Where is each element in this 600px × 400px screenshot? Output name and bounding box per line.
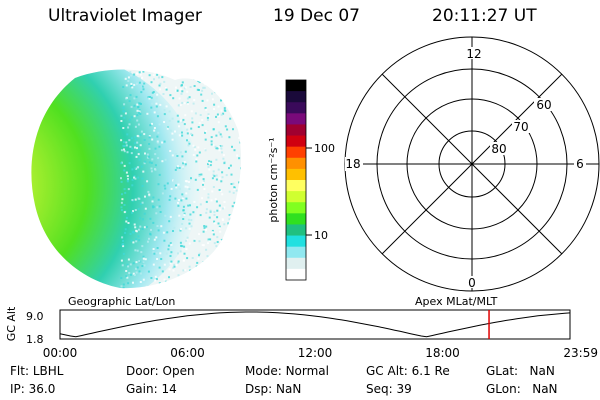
mlt-label-6: 6 <box>576 157 584 171</box>
lat-label-80: 80 <box>491 142 506 156</box>
polar-grid <box>344 36 600 292</box>
x-tick-label: 06:00 <box>170 346 205 360</box>
x-tick-label: 18:00 <box>425 346 460 360</box>
header-time: 20:11:27 UT <box>432 6 537 26</box>
info-dsp: Dsp: NaN <box>245 382 302 396</box>
mlt-label-0: 0 <box>468 276 476 290</box>
colorbar-segment <box>286 113 306 125</box>
colorbar-segment <box>286 146 306 159</box>
info-flt: Flt: LBHL <box>10 364 64 378</box>
colorbar-tick: 100 <box>314 142 335 155</box>
info-gain: Gain: 14 <box>126 382 177 396</box>
colorbar-segment <box>286 80 306 92</box>
colorbar-segment <box>286 157 306 170</box>
polar-labels: 12 18 6 0 60 70 80 <box>345 47 586 290</box>
colorbar-segment <box>286 202 306 214</box>
x-tick-label: 00:00 <box>43 346 78 360</box>
y-axis-label: GC Alt <box>5 306 18 341</box>
lat-label-70: 70 <box>513 120 528 134</box>
colorbar-segment <box>286 257 306 270</box>
timeline-left-title: Geographic Lat/Lon <box>68 295 175 308</box>
colorbar-segment <box>286 91 306 103</box>
header-date: 19 Dec 07 <box>273 6 360 26</box>
timeline-right-title: Apex MLat/MLT <box>415 295 498 308</box>
colorbar-segment <box>286 124 306 137</box>
colorbar-segment <box>286 213 306 225</box>
colorbar-segment <box>286 168 306 181</box>
info-glat: GLat: NaN <box>486 364 555 378</box>
x-tick-label: 23:59 <box>563 346 598 360</box>
info-ip: IP: 36.0 <box>10 382 56 396</box>
lat-label-60: 60 <box>536 98 551 112</box>
colorbar-segment <box>286 224 306 237</box>
aurora-image <box>31 69 242 289</box>
colorbar-segment <box>286 191 306 203</box>
info-seq: Seq: 39 <box>366 382 412 396</box>
colorbar-segment <box>286 135 306 148</box>
y-tick-bottom: 1.8 <box>26 333 44 346</box>
colorbar-unit-label: photon cm⁻²s⁻¹ <box>267 137 280 222</box>
colorbar-tick: 10 <box>314 229 328 242</box>
colorbar-segment <box>286 180 306 192</box>
info-gc-alt: GC Alt: 6.1 Re <box>366 364 450 378</box>
info-door: Door: Open <box>126 364 195 378</box>
timeline-plot: Geographic Lat/Lon Apex MLat/MLT 9.0 1.8… <box>5 295 598 360</box>
info-glon: GLon: NaN <box>486 382 558 396</box>
colorbar-segment <box>286 235 306 248</box>
app-title: Ultraviolet Imager <box>48 6 202 26</box>
y-tick-top: 9.0 <box>26 310 44 323</box>
colorbar-segment <box>286 102 306 114</box>
x-tick-label: 12:00 <box>298 346 333 360</box>
colorbar-segment <box>286 268 306 281</box>
mlt-label-12: 12 <box>466 47 481 61</box>
mlt-label-18: 18 <box>345 157 360 171</box>
colorbar-segment <box>286 246 306 259</box>
info-mode: Mode: Normal <box>245 364 329 378</box>
colorbar: 100 10 photon cm⁻²s⁻¹ <box>267 79 335 281</box>
